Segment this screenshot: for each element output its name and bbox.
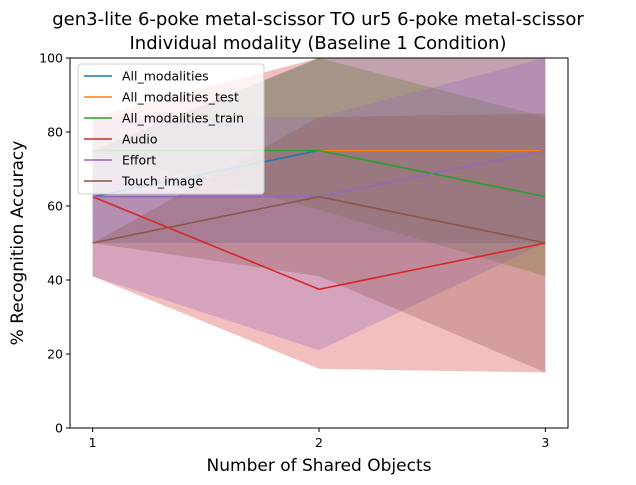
legend-label-2: All_modalities_train (122, 111, 244, 126)
y-tick-label: 60 (47, 199, 63, 214)
band-5 (92, 113, 546, 373)
legend-label-3: Audio (122, 132, 158, 147)
legend-label-5: Touch_image (121, 174, 203, 189)
x-axis-label: Number of Shared Objects (207, 456, 432, 476)
x-axis: 1 2 3 (89, 428, 549, 450)
legend: All_modalities All_modalities_test All_mod… (77, 63, 265, 195)
chart-title: gen3-lite 6-poke metal-scissor TO ur5 6-… (52, 9, 584, 30)
y-tick-label: 0 (55, 421, 63, 436)
y-tick-label: 100 (39, 51, 63, 66)
x-tick-label: 3 (541, 435, 549, 450)
chart-subtitle: Individual modality (Baseline 1 Conditio… (130, 33, 507, 54)
y-tick-label: 80 (47, 125, 63, 140)
x-tick-label: 1 (89, 435, 97, 450)
y-tick-label: 20 (47, 347, 63, 362)
legend-label-4: Effort (122, 153, 156, 168)
y-tick-label: 40 (47, 273, 63, 288)
y-axis-label: % Recognition Accuracy (8, 141, 28, 346)
legend-box (77, 63, 265, 195)
x-tick-label: 2 (315, 435, 323, 450)
legend-label-0: All_modalities (122, 69, 209, 84)
y-axis: 0 20 40 60 80 100 (39, 51, 70, 436)
series-line-5 (92, 195, 546, 244)
legend-label-1: All_modalities_test (122, 90, 239, 105)
